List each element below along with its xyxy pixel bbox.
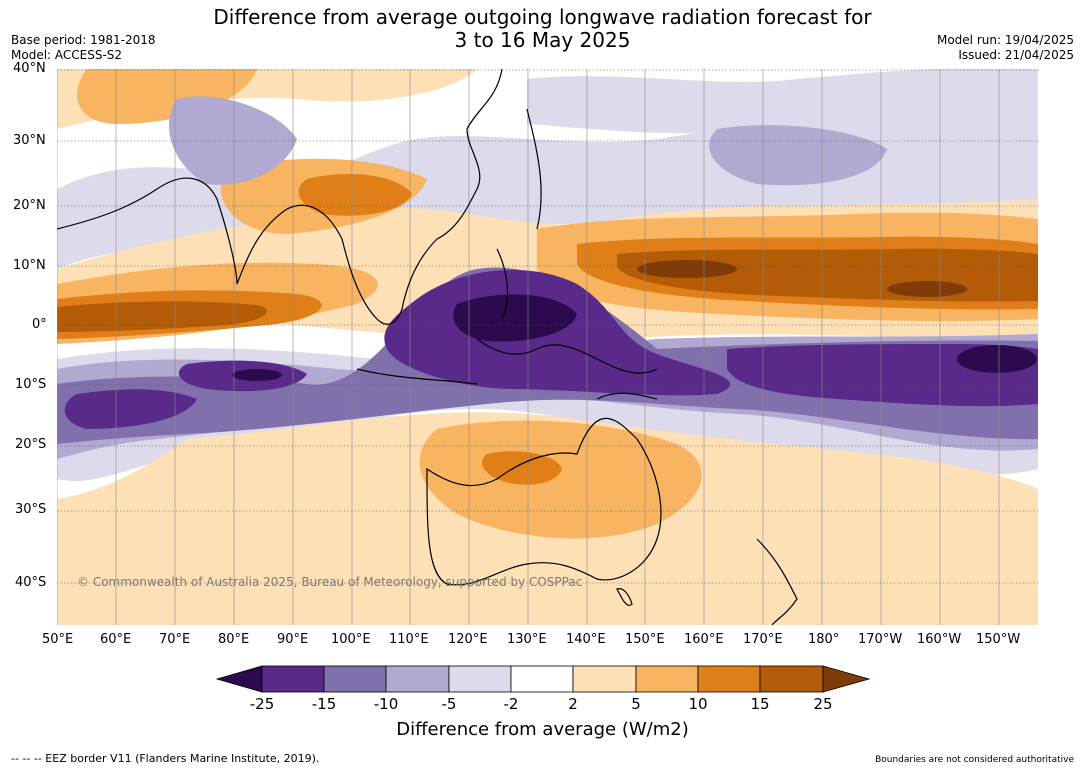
lon-label-150e: 150°E [625, 632, 665, 647]
lat-label-30n: 30°N [13, 133, 46, 148]
eez-border-note: -- -- -- EEZ border V11 (Flanders Marine… [11, 752, 320, 765]
anomaly-darkest-brown [637, 260, 967, 297]
colorbar-swatch-neg2-2 [510, 665, 574, 693]
lat-label-10s: 10°S [15, 377, 47, 392]
lat-label-30s: 30°S [15, 502, 47, 517]
lat-label-20s: 20°S [15, 437, 47, 452]
colorbar-swatch-neg5-neg2 [448, 665, 512, 693]
colorbar-tick-5: 5 [631, 695, 641, 713]
lat-label-0: 0° [32, 317, 47, 332]
lat-label-40n: 40°N [13, 61, 46, 76]
anomaly-darkest-purple [232, 294, 1037, 381]
colorbar-tick-neg10: -10 [373, 695, 399, 713]
colorbar-swatch-below-neg25 [215, 665, 263, 693]
map-title-line-1: Difference from average outgoing longwav… [213, 5, 872, 29]
colorbar-tick-neg2: -2 [503, 695, 519, 713]
lon-label-180: 180° [808, 632, 840, 647]
lon-label-150w: 150°W [976, 632, 1021, 647]
coastlines [56, 68, 798, 626]
map-copyright: © Commonwealth of Australia 2025, Bureau… [77, 575, 582, 589]
map-title-line-2: 3 to 16 May 2025 [454, 28, 631, 52]
model-name: Model: ACCESS-S2 [11, 48, 123, 62]
colorbar-swatch-5-10 [635, 665, 699, 693]
colorbar-tick-neg15: -15 [311, 695, 337, 713]
colorbar-label: Difference from average (W/m2) [396, 719, 689, 740]
colorbar-tick-neg25: -25 [249, 695, 275, 713]
lat-label-10n: 10°N [13, 258, 46, 273]
colorbar-tick-10: 10 [688, 695, 708, 713]
lon-label-130e: 130°E [507, 632, 547, 647]
map-gridlines [57, 69, 1038, 584]
lon-label-170w: 170°W [858, 632, 903, 647]
lon-label-170e: 170°E [743, 632, 783, 647]
colorbar-tick-15: 15 [750, 695, 770, 713]
colorbar-swatch-neg10-neg5 [385, 665, 450, 693]
lat-label-40s: 40°S [15, 575, 47, 590]
lon-label-160e: 160°E [684, 632, 724, 647]
issued-date: Issued: 21/04/2025 [958, 48, 1074, 62]
colorbar-tick-neg5: -5 [441, 695, 457, 713]
boundaries-disclaimer: Boundaries are not considered authoritat… [875, 755, 1074, 765]
lon-label-100e: 100°E [331, 632, 371, 647]
lon-label-70e: 70°E [159, 632, 191, 647]
base-period: Base period: 1981-2018 [11, 33, 156, 47]
map-panel: © Commonwealth of Australia 2025, Bureau… [56, 67, 1038, 626]
lat-label-20n: 20°N [13, 198, 46, 213]
colorbar-tick-2: 2 [568, 695, 578, 713]
lon-label-60e: 60°E [100, 632, 132, 647]
lon-label-120e: 120°E [448, 632, 488, 647]
lon-label-110e: 110°E [389, 632, 429, 647]
colorbar-tick-25: 25 [813, 695, 833, 713]
lon-label-80e: 80°E [218, 632, 250, 647]
colorbar-swatch-above-25 [822, 665, 871, 693]
colorbar-swatch-15-25 [759, 665, 824, 693]
colorbar-swatch-neg15-neg10 [323, 665, 387, 693]
model-run: Model run: 19/04/2025 [936, 33, 1074, 47]
lon-label-50e: 50°E [42, 632, 74, 647]
olr-anomaly-map: © Commonwealth of Australia 2025, Bureau… [56, 67, 1038, 626]
colorbar-swatch-neg25-neg15 [261, 665, 325, 693]
colorbar-swatch-10-15 [697, 665, 761, 693]
map-meridians [56, 69, 1000, 625]
colorbar-swatch-2-5 [572, 665, 637, 693]
lon-label-140e: 140°E [566, 632, 606, 647]
colorbar [215, 665, 871, 693]
lon-label-160w: 160°W [917, 632, 962, 647]
lon-label-90e: 90°E [277, 632, 309, 647]
